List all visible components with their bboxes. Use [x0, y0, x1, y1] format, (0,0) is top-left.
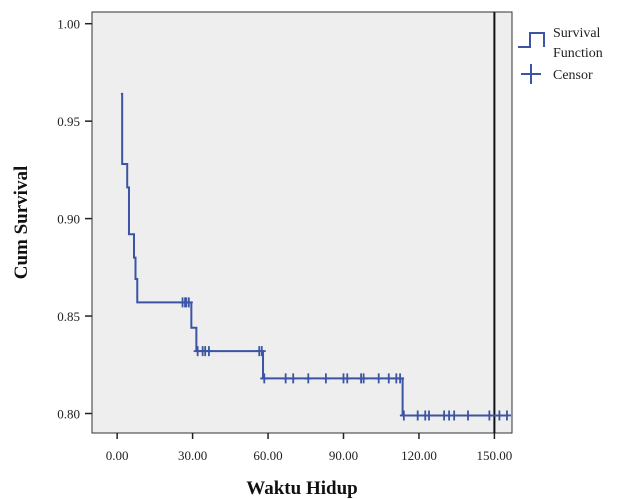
censor-mark — [343, 373, 352, 384]
censor-mark — [374, 373, 383, 384]
legend-censor-label: Censor — [553, 68, 593, 83]
censor-mark — [413, 410, 422, 421]
x-axis-title: Waktu Hidup — [246, 478, 357, 499]
censor-mark — [485, 410, 494, 421]
chart-marks — [120, 12, 511, 433]
y-tick-label: 1.00 — [57, 17, 80, 32]
legend: Survival Function Censor — [518, 26, 603, 84]
x-tick-label: 60.00 — [253, 448, 282, 463]
censor-mark — [321, 373, 330, 384]
y-tick-label: 0.95 — [57, 114, 80, 129]
legend-survival-label-line1: Survival — [553, 26, 601, 41]
censor-mark — [502, 410, 511, 421]
censor-mark — [396, 373, 405, 384]
censor-mark — [450, 410, 459, 421]
censor-mark — [304, 373, 313, 384]
censor-mark — [260, 373, 269, 384]
axes: 0.80 0.85 0.90 0.95 1.00 0.00 30.00 60.00 90.00 1… — [57, 17, 512, 463]
x-tick-label: 0.00 — [106, 448, 129, 463]
censor-mark — [384, 373, 393, 384]
censor-mark — [463, 410, 472, 421]
y-tick-label: 0.80 — [57, 407, 80, 422]
x-tick-label: 30.00 — [178, 448, 207, 463]
censor-mark — [257, 346, 266, 357]
legend-survival-swatch — [518, 32, 545, 48]
legend-survival-label-line2: Function — [553, 46, 603, 61]
censor-mark — [281, 373, 290, 384]
censor-mark — [425, 410, 434, 421]
censor-mark — [359, 373, 368, 384]
censor-mark — [184, 297, 193, 308]
censor-mark — [289, 373, 298, 384]
x-tick-label: 120.00 — [401, 448, 437, 463]
y-tick-label: 0.85 — [57, 309, 80, 324]
plot-area — [91, 11, 513, 434]
legend-censor-swatch — [521, 64, 541, 84]
x-tick-label: 150.00 — [477, 448, 513, 463]
survival-function-line — [120, 92, 507, 417]
y-axis-title: Cum Survival — [11, 166, 32, 280]
censor-mark — [204, 346, 213, 357]
y-tick-label: 0.90 — [57, 212, 80, 227]
censor-mark — [399, 410, 408, 421]
x-tick-label: 90.00 — [329, 448, 358, 463]
censor-mark — [495, 410, 504, 421]
